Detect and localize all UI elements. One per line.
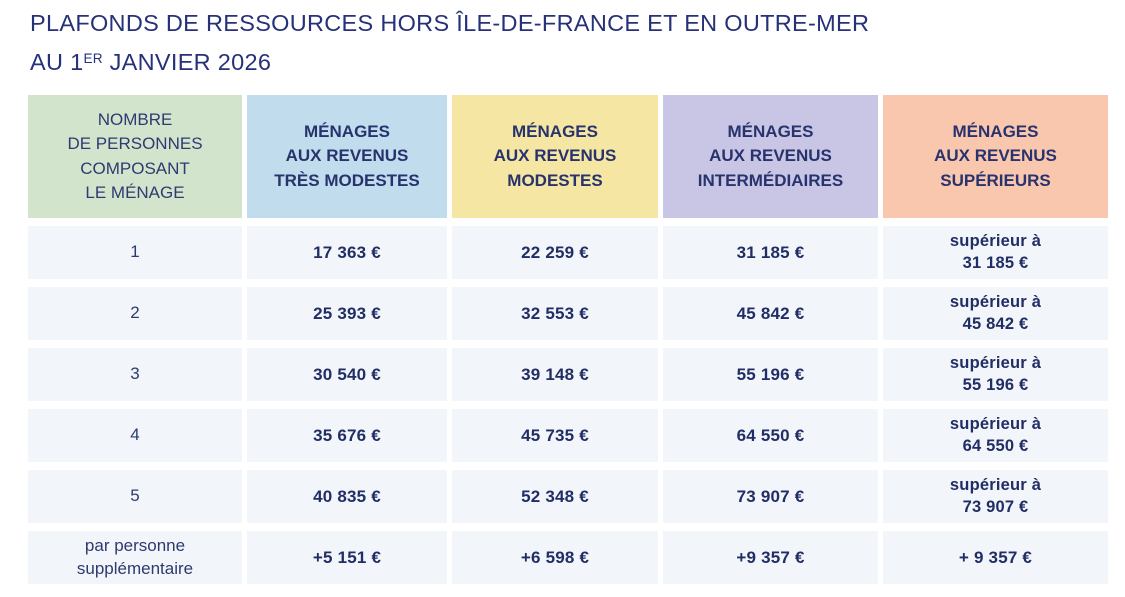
value-cell-tres-modestes: 35 676 €: [247, 409, 447, 462]
value-cell-tres-modestes: +5 151 €: [247, 531, 447, 584]
value-cell-superieurs: supérieur à 55 196 €: [883, 348, 1108, 401]
value-cell-intermediaires: 73 907 €: [663, 470, 878, 523]
value-cell-tres-modestes: 40 835 €: [247, 470, 447, 523]
value-cell-intermediaires: +9 357 €: [663, 531, 878, 584]
header-cell-household-size: NOMBRE DE PERSONNES COMPOSANT LE MÉNAGE: [28, 95, 242, 218]
header-cell-superieurs: MÉNAGES AUX REVENUS SUPÉRIEURS: [883, 95, 1108, 218]
value-cell-modestes: 39 148 €: [452, 348, 658, 401]
value-cell-modestes: 52 348 €: [452, 470, 658, 523]
page-title-superscript: ER: [83, 51, 103, 67]
resource-ceiling-table: NOMBRE DE PERSONNES COMPOSANT LE MÉNAGE …: [28, 95, 1108, 584]
value-cell-intermediaires: 55 196 €: [663, 348, 878, 401]
value-cell-modestes: +6 598 €: [452, 531, 658, 584]
row-label-cell: 3: [28, 348, 242, 401]
page-title: PLAFONDS DE RESSOURCES HORS ÎLE-DE-FRANC…: [30, 4, 1125, 85]
value-cell-tres-modestes: 17 363 €: [247, 226, 447, 279]
value-cell-modestes: 22 259 €: [452, 226, 658, 279]
header-cell-tres-modestes: MÉNAGES AUX REVENUS TRÈS MODESTES: [247, 95, 447, 218]
value-cell-modestes: 45 735 €: [452, 409, 658, 462]
header-cell-modestes: MÉNAGES AUX REVENUS MODESTES: [452, 95, 658, 218]
value-cell-tres-modestes: 30 540 €: [247, 348, 447, 401]
row-label-cell: 4: [28, 409, 242, 462]
value-cell-superieurs: supérieur à 64 550 €: [883, 409, 1108, 462]
value-cell-superieurs: supérieur à 73 907 €: [883, 470, 1108, 523]
page-title-line2-suffix: JANVIER 2026: [102, 49, 272, 75]
value-cell-modestes: 32 553 €: [452, 287, 658, 340]
value-cell-intermediaires: 45 842 €: [663, 287, 878, 340]
value-cell-intermediaires: 31 185 €: [663, 226, 878, 279]
row-label-cell: 2: [28, 287, 242, 340]
row-label-cell: 1: [28, 226, 242, 279]
value-cell-superieurs: supérieur à 45 842 €: [883, 287, 1108, 340]
value-cell-superieurs: + 9 357 €: [883, 531, 1108, 584]
value-cell-superieurs: supérieur à 31 185 €: [883, 226, 1108, 279]
row-label-cell-per-additional-person: par personne supplémentaire: [28, 531, 242, 584]
header-cell-intermediaires: MÉNAGES AUX REVENUS INTERMÉDIAIRES: [663, 95, 878, 218]
page-title-line2-prefix: AU 1: [30, 49, 84, 75]
value-cell-tres-modestes: 25 393 €: [247, 287, 447, 340]
row-label-cell: 5: [28, 470, 242, 523]
page-title-line1: PLAFONDS DE RESSOURCES HORS ÎLE-DE-FRANC…: [30, 10, 870, 36]
value-cell-intermediaires: 64 550 €: [663, 409, 878, 462]
